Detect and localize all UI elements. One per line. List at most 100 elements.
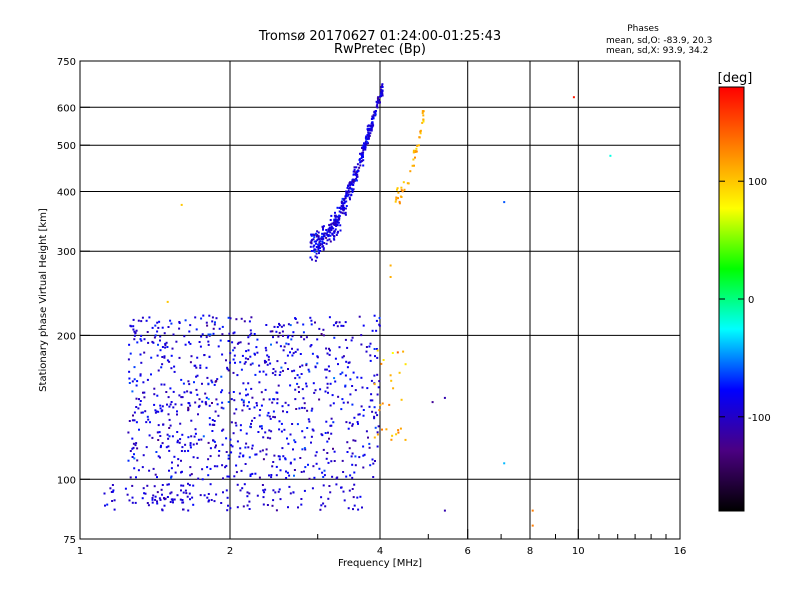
data-point bbox=[190, 473, 193, 476]
data-point bbox=[328, 238, 331, 241]
data-point bbox=[178, 394, 181, 397]
data-point bbox=[329, 404, 332, 407]
data-point bbox=[258, 414, 261, 417]
data-point bbox=[369, 124, 372, 127]
data-point bbox=[277, 384, 280, 387]
data-point bbox=[337, 221, 340, 224]
data-point bbox=[322, 247, 325, 250]
data-point bbox=[330, 214, 333, 217]
data-point bbox=[345, 190, 348, 193]
data-point bbox=[164, 346, 167, 349]
data-point bbox=[190, 355, 193, 358]
data-point bbox=[373, 111, 376, 114]
data-point bbox=[324, 390, 327, 393]
data-point bbox=[275, 465, 278, 468]
data-point bbox=[350, 194, 353, 197]
data-point bbox=[353, 178, 356, 181]
data-point bbox=[167, 396, 170, 399]
data-point bbox=[209, 455, 212, 458]
data-point bbox=[325, 368, 328, 371]
data-point bbox=[311, 352, 314, 355]
data-point bbox=[318, 245, 320, 248]
data-point bbox=[352, 170, 355, 173]
data-point bbox=[312, 465, 315, 468]
data-point bbox=[322, 225, 325, 228]
data-point bbox=[132, 442, 135, 445]
data-point bbox=[255, 453, 258, 456]
data-point bbox=[327, 497, 330, 500]
data-point bbox=[170, 498, 173, 501]
data-point bbox=[156, 354, 159, 357]
data-point bbox=[411, 164, 414, 167]
data-point bbox=[326, 382, 329, 385]
data-point bbox=[153, 387, 156, 390]
data-point bbox=[338, 321, 341, 324]
data-point bbox=[412, 151, 415, 154]
data-point bbox=[327, 461, 330, 464]
data-point bbox=[281, 330, 284, 333]
data-point bbox=[348, 361, 351, 364]
data-point bbox=[328, 370, 331, 373]
data-point bbox=[329, 349, 331, 352]
y-tick-label: 200 bbox=[57, 331, 76, 342]
data-point bbox=[170, 322, 173, 325]
data-point bbox=[400, 398, 403, 401]
data-point bbox=[373, 415, 376, 418]
data-point bbox=[326, 452, 329, 454]
data-point bbox=[362, 324, 365, 327]
data-point bbox=[609, 154, 612, 157]
data-point bbox=[178, 356, 181, 359]
data-point bbox=[360, 376, 363, 379]
data-point bbox=[316, 338, 319, 341]
data-point bbox=[141, 316, 144, 319]
data-point bbox=[321, 237, 324, 240]
data-point bbox=[153, 485, 156, 488]
data-point bbox=[328, 229, 331, 232]
data-point bbox=[187, 449, 190, 452]
data-point bbox=[220, 375, 223, 378]
data-point bbox=[271, 401, 274, 404]
data-point bbox=[158, 497, 161, 500]
data-point bbox=[204, 401, 207, 404]
data-point bbox=[322, 476, 325, 478]
data-point bbox=[319, 240, 322, 243]
data-point bbox=[303, 447, 306, 450]
data-point bbox=[300, 498, 303, 500]
x-tick-label: 8 bbox=[527, 546, 533, 557]
data-point bbox=[294, 318, 297, 320]
data-point bbox=[169, 492, 172, 495]
data-point bbox=[339, 211, 342, 214]
data-point bbox=[142, 391, 144, 394]
data-point bbox=[165, 446, 168, 449]
data-point bbox=[325, 420, 328, 423]
data-point bbox=[374, 113, 377, 116]
data-point bbox=[159, 456, 161, 459]
data-point bbox=[269, 362, 272, 365]
data-point bbox=[322, 248, 325, 251]
data-point bbox=[180, 378, 183, 381]
data-point bbox=[356, 175, 359, 178]
y-tick-label: 300 bbox=[57, 247, 76, 258]
data-point bbox=[286, 471, 289, 474]
data-point bbox=[311, 258, 313, 261]
data-point bbox=[377, 425, 380, 428]
data-point bbox=[336, 206, 339, 209]
data-point bbox=[111, 490, 114, 493]
data-point bbox=[268, 429, 271, 432]
data-point bbox=[310, 233, 313, 236]
data-point bbox=[298, 407, 301, 410]
data-point bbox=[178, 441, 181, 444]
data-point bbox=[263, 359, 266, 362]
data-point bbox=[198, 404, 201, 407]
data-point bbox=[172, 406, 175, 409]
data-point bbox=[161, 509, 164, 512]
data-point bbox=[293, 369, 296, 372]
data-point bbox=[272, 368, 275, 370]
data-point bbox=[227, 457, 230, 460]
data-point bbox=[329, 491, 332, 494]
data-point bbox=[358, 413, 361, 416]
data-point bbox=[339, 229, 342, 232]
data-point bbox=[235, 464, 238, 467]
data-point bbox=[341, 371, 344, 374]
data-point bbox=[371, 122, 374, 125]
